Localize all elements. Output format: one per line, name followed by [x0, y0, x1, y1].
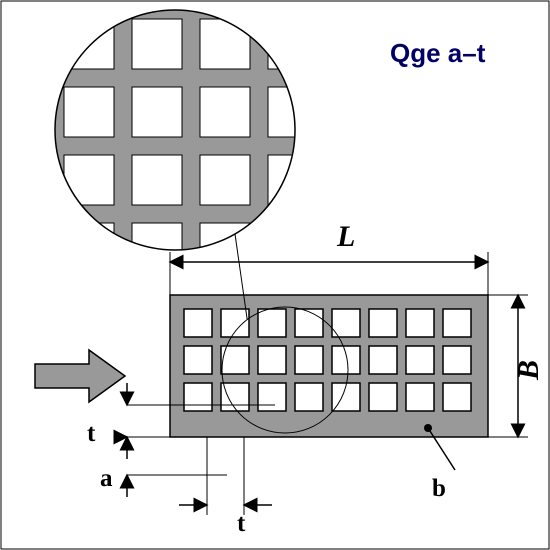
label-t-left: t [87, 420, 95, 448]
label-t-bottom: t [237, 510, 245, 538]
label-L: L [337, 220, 355, 254]
diagram-canvas [0, 0, 550, 550]
label-B: B [512, 360, 546, 380]
title-label: Qge a–t [390, 38, 485, 69]
label-a: a [100, 465, 113, 493]
label-b: b [432, 475, 446, 503]
